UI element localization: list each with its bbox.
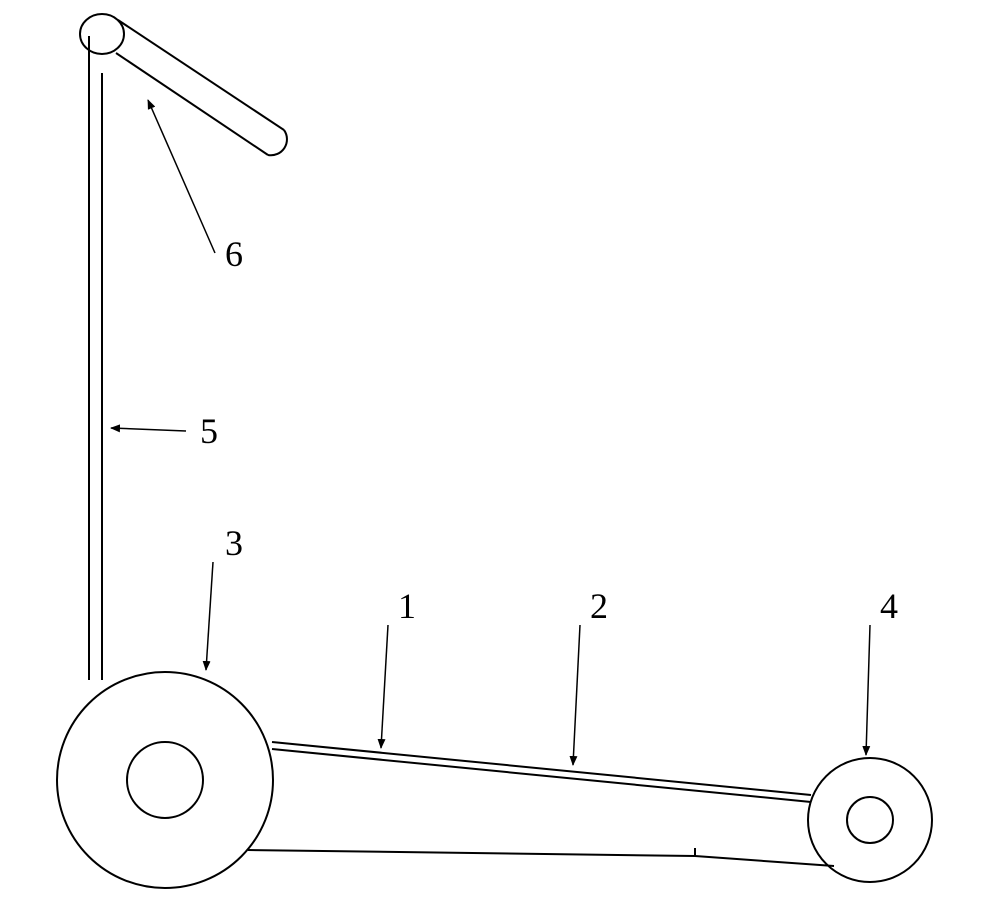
deck-mid-bar [272, 749, 811, 802]
callout-arrow-1 [381, 625, 388, 748]
callout-label-1: 1 [398, 586, 416, 626]
handlebar-top-line [118, 20, 284, 130]
callout-label-3: 3 [225, 523, 243, 563]
handlebar-pivot [80, 14, 124, 54]
deck-bottom-bar-left [248, 850, 695, 856]
callout-label-5: 5 [200, 411, 218, 451]
callout-arrow-6 [148, 100, 215, 253]
front-wheel-outer [57, 672, 273, 888]
rear-wheel-outer [808, 758, 932, 882]
rear-wheel-hub [847, 797, 893, 843]
handlebar-end-cap [268, 130, 287, 155]
callout-arrow-5 [111, 428, 186, 431]
deck-top-bar [272, 742, 811, 795]
callout-arrow-3 [206, 562, 213, 670]
callout-label-6: 6 [225, 234, 243, 274]
scooter-diagram: 6 5 3 1 2 4 [0, 0, 1000, 923]
callout-arrow-4 [866, 625, 870, 755]
callout-arrow-2 [573, 625, 580, 765]
callout-label-4: 4 [880, 586, 898, 626]
front-wheel-hub [127, 742, 203, 818]
callout-label-2: 2 [590, 586, 608, 626]
deck-bottom-bar-right [695, 856, 834, 866]
